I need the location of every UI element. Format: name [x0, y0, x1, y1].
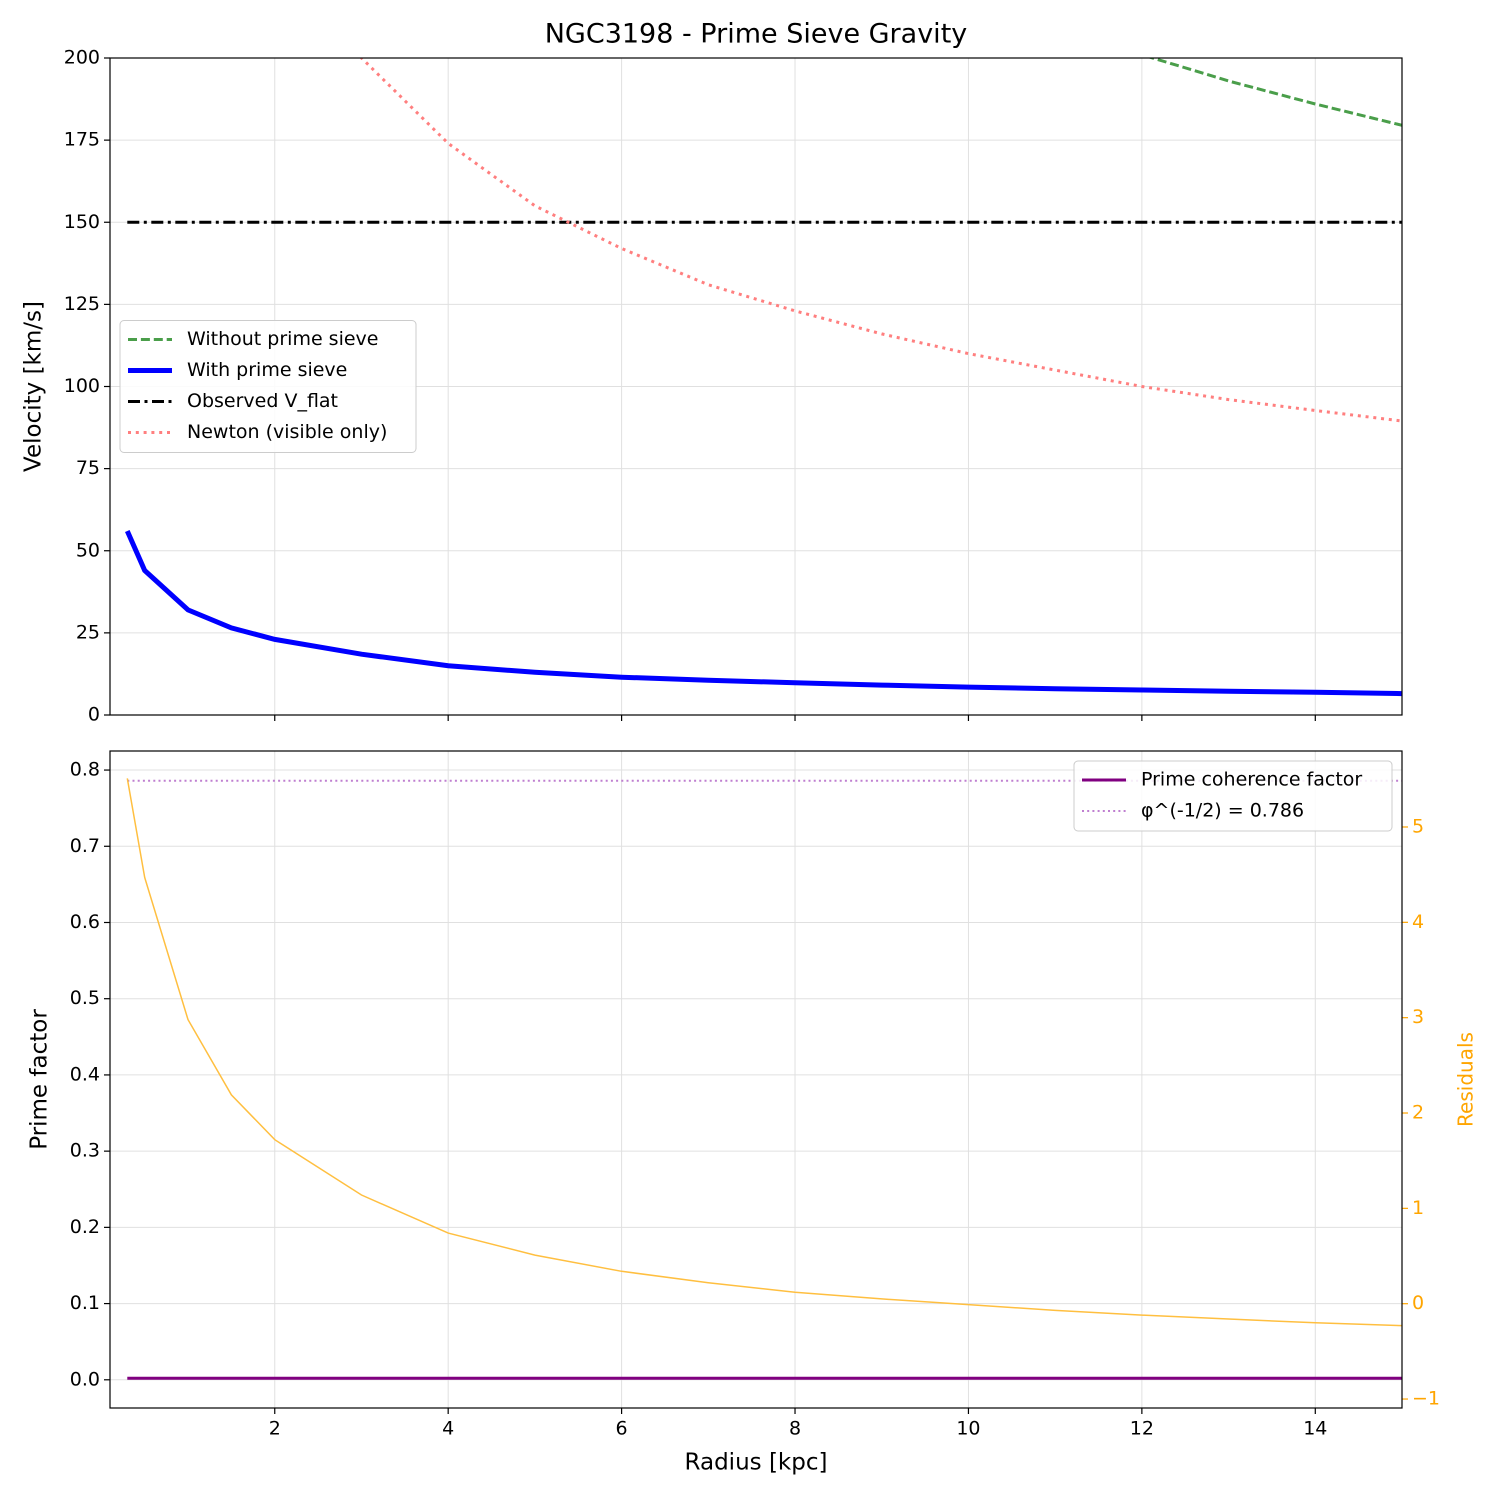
y-tick-label: 0 — [88, 704, 100, 726]
x-tick-label: 8 — [789, 1418, 801, 1440]
y2-tick-label: 0 — [1412, 1292, 1424, 1314]
series-line — [126, 778, 1402, 1327]
chart-title: NGC3198 - Prime Sieve Gravity — [545, 19, 968, 50]
y-tick-label: 150 — [64, 211, 100, 233]
plot-area — [125, 58, 1402, 697]
y-tick-label: 0.5 — [70, 987, 100, 1009]
y-tick-label: 125 — [64, 293, 100, 315]
plot-area — [126, 778, 1402, 1380]
y2-tick-label: 4 — [1412, 911, 1424, 933]
y-tick-label: 0.6 — [70, 911, 100, 933]
x-tick-label: 14 — [1303, 1418, 1327, 1440]
series-line — [125, 529, 1402, 697]
y-tick-label: 0.1 — [70, 1292, 100, 1314]
legend-label: Newton (visible only) — [187, 421, 387, 443]
y2-tick-label: −1 — [1412, 1388, 1440, 1410]
x-tick-label: 10 — [956, 1418, 980, 1440]
y-tick-label: 0.7 — [70, 835, 100, 857]
x-tick-label: 2 — [269, 1418, 281, 1440]
legend-label: Observed V_flat — [187, 390, 338, 412]
legend-label: Prime coherence factor — [1141, 769, 1362, 791]
x-tick-label: 4 — [442, 1418, 454, 1440]
y-tick-label: 50 — [76, 539, 100, 561]
y-tick-label: 0.8 — [70, 759, 100, 781]
y-axis-label: Prime factor — [27, 1009, 53, 1150]
y-tick-label: 75 — [76, 457, 100, 479]
y2-axis-label: Residuals — [1454, 1032, 1478, 1127]
y2-tick-label: 1 — [1412, 1197, 1424, 1219]
legend-box — [119, 320, 417, 453]
legend-label: φ^(-1/2) = 0.786 — [1141, 800, 1304, 822]
y2-tick-label: 2 — [1412, 1102, 1424, 1124]
axes-frame — [109, 57, 1403, 716]
y2-tick-label: 5 — [1412, 815, 1424, 837]
legend-label: With prime sieve — [187, 359, 347, 381]
y-tick-label: 0.4 — [70, 1063, 100, 1085]
y-tick-label: 175 — [64, 129, 100, 151]
axes-frame — [109, 750, 1403, 1409]
y-tick-label: 25 — [76, 621, 100, 643]
y-tick-label: 0.2 — [70, 1216, 100, 1238]
legend-label: Without prime sieve — [187, 328, 378, 350]
x-tick-label: 6 — [616, 1418, 628, 1440]
legend-box — [1073, 760, 1393, 832]
x-axis-label: Radius [kpc] — [685, 1450, 828, 1476]
y-tick-label: 0.3 — [70, 1140, 100, 1162]
y-tick-label: 200 — [64, 47, 100, 69]
y2-tick-label: 3 — [1412, 1006, 1424, 1028]
x-tick-label: 12 — [1130, 1418, 1154, 1440]
y-tick-label: 0.0 — [70, 1368, 100, 1390]
y-axis-label: Velocity [km/s] — [21, 301, 47, 472]
y-tick-label: 100 — [64, 375, 100, 397]
